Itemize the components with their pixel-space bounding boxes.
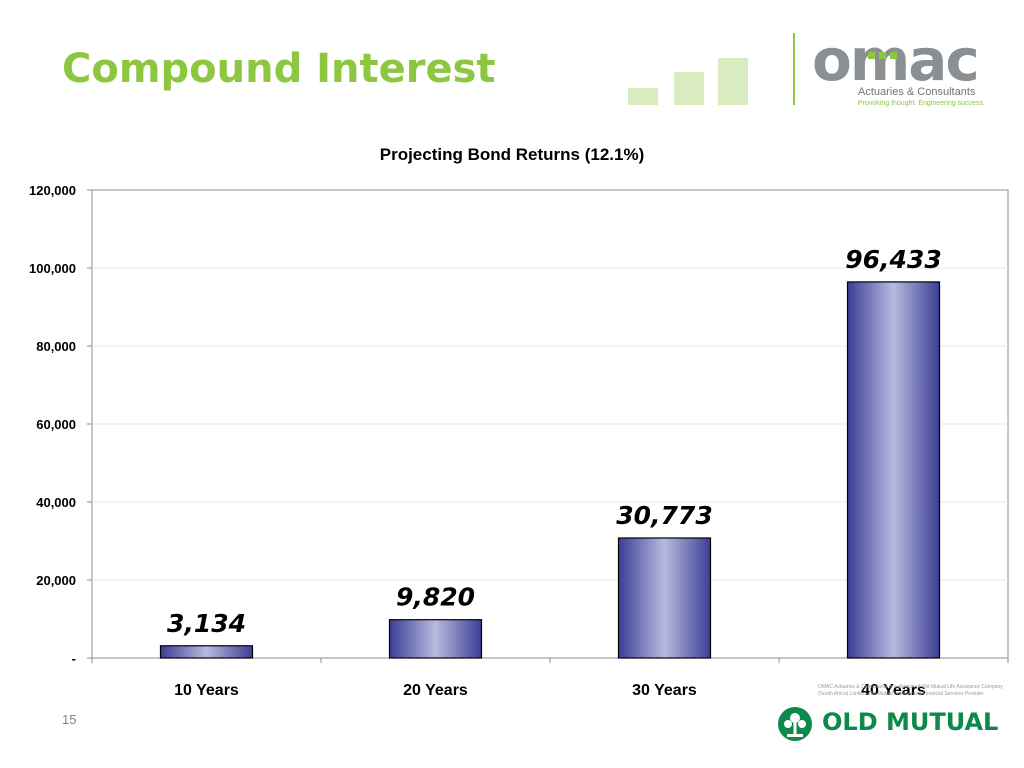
footer-disclaimer: OMAC Actuaries & Consultants is a divisi… <box>818 684 1003 697</box>
y-tick-label: 100,000 <box>29 261 76 276</box>
y-tick-label: 120,000 <box>29 183 76 198</box>
data-label: 9,820 <box>396 583 475 612</box>
data-label: 3,134 <box>167 609 246 638</box>
omac-logo: omac Actuaries & Consultants Provoking t… <box>812 30 1002 110</box>
data-label: 30,773 <box>616 501 712 530</box>
old-mutual-tree-icon <box>778 707 812 741</box>
data-label: 96,433 <box>845 245 941 274</box>
bar-30-years <box>617 537 712 659</box>
old-mutual-wordmark: OLD MUTUAL <box>822 708 999 736</box>
x-category-label: 30 Years <box>632 682 697 699</box>
y-tick-label: - <box>72 651 76 666</box>
x-category-label: 10 Years <box>174 682 239 699</box>
bar-40-years <box>846 281 941 659</box>
old-mutual-logo: OLD MUTUAL <box>774 704 998 744</box>
y-tick-label: 80,000 <box>36 339 76 354</box>
y-tick-label: 20,000 <box>36 573 76 588</box>
y-tick-label: 40,000 <box>36 495 76 510</box>
decorative-squares-icon <box>628 58 750 106</box>
omac-dots-icon <box>868 52 898 62</box>
bar-20-years <box>388 619 483 659</box>
logo-divider <box>793 33 795 105</box>
page-number: 15 <box>62 712 77 727</box>
omac-wordmark: omac <box>812 26 980 94</box>
x-category-label: 40 Years <box>861 682 926 699</box>
y-tick-label: 60,000 <box>36 417 76 432</box>
omac-slogan: Provoking thought. Engineering success. <box>858 100 985 107</box>
bar-10-years <box>159 645 254 659</box>
x-category-label: 20 Years <box>403 682 468 699</box>
chart-title: Projecting Bond Returns (12.1%) <box>379 145 645 164</box>
slide-title: Compound Interest <box>62 46 496 92</box>
omac-tagline: Actuaries & Consultants <box>858 86 976 98</box>
